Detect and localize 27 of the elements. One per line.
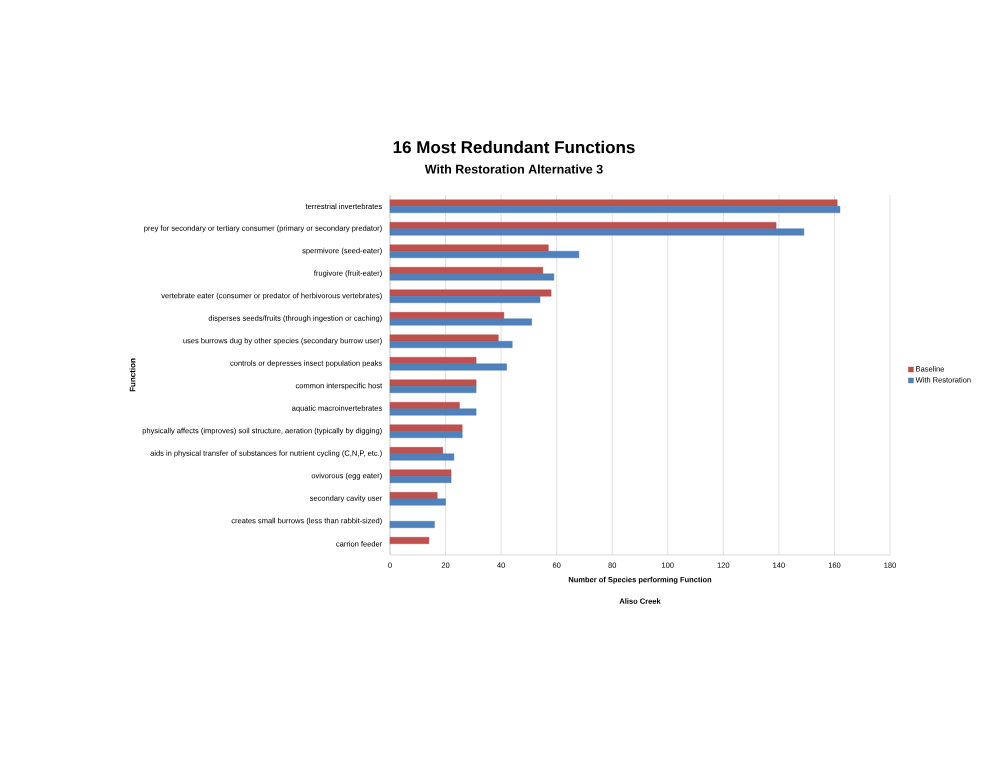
bar [389, 199, 838, 207]
bar [389, 341, 513, 348]
bar [389, 537, 430, 544]
bar [389, 363, 507, 371]
bar [389, 498, 446, 506]
bar [389, 251, 580, 258]
bar [389, 476, 452, 483]
bar [389, 334, 499, 342]
bar [389, 273, 555, 281]
bar [389, 296, 541, 303]
bar [389, 318, 532, 326]
bar [389, 386, 477, 393]
bar [389, 379, 477, 387]
bar [389, 453, 455, 461]
bar [389, 424, 463, 432]
bar [389, 492, 438, 499]
bar [389, 228, 805, 236]
bar [389, 408, 477, 416]
y-axis-title: Function [129, 358, 136, 392]
chart-title: 16 Most Redundant Functions [393, 140, 635, 154]
chart-subtitle: With Restoration Alternative 3 [424, 164, 603, 174]
bar [389, 289, 552, 297]
bar [389, 469, 452, 477]
bar [389, 431, 463, 438]
bar [389, 244, 549, 252]
bar [389, 206, 841, 213]
bar [389, 521, 435, 528]
